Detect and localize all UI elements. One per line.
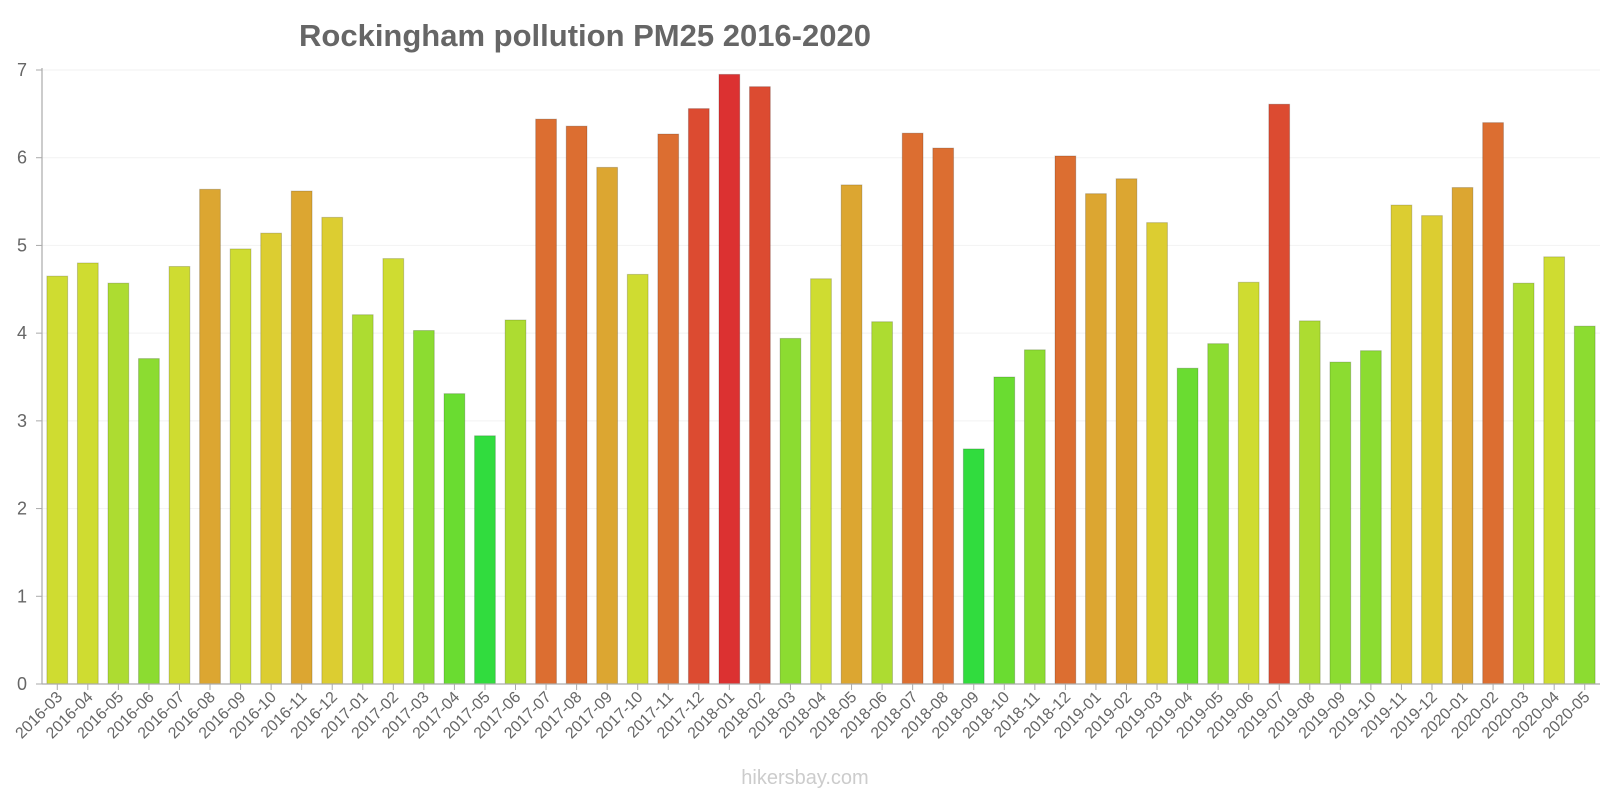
bar-2018-04[interactable] xyxy=(810,278,832,685)
y-tick-label: 6 xyxy=(17,148,27,168)
bar-2018-05[interactable] xyxy=(840,184,863,685)
bar-2018-12[interactable] xyxy=(1054,155,1077,685)
bar-2019-10[interactable] xyxy=(1359,350,1382,685)
bar-2017-11[interactable] xyxy=(657,133,680,685)
y-tick-label: 7 xyxy=(17,60,27,80)
y-axis-ticks: 0 1 2 3 4 5 6 7 xyxy=(17,60,42,694)
bar-2018-10[interactable] xyxy=(993,376,1016,685)
bar-2019-05[interactable] xyxy=(1207,343,1230,685)
bar-2016-09[interactable] xyxy=(229,248,252,685)
bar-2020-04[interactable] xyxy=(1543,256,1566,685)
bar-2018-08[interactable] xyxy=(932,147,955,685)
bar-2018-03[interactable] xyxy=(779,337,802,685)
bar-2019-03[interactable] xyxy=(1146,222,1168,685)
x-axis-ticks: 2016-032016-042016-052016-062016-072016-… xyxy=(13,684,1594,742)
y-tick-label: 2 xyxy=(17,499,27,519)
bar-2016-04[interactable] xyxy=(76,262,99,685)
bar-2019-11[interactable] xyxy=(1390,204,1413,685)
bars xyxy=(46,73,1596,685)
source-watermark: hikersbay.com xyxy=(741,767,868,789)
bar-2019-09[interactable] xyxy=(1329,361,1352,685)
bar-2018-11[interactable] xyxy=(1023,349,1046,685)
bar-2017-04[interactable] xyxy=(443,393,466,685)
bar-2019-12[interactable] xyxy=(1421,215,1443,685)
bar-2018-02[interactable] xyxy=(749,86,771,685)
bar-2016-10[interactable] xyxy=(260,232,283,685)
bar-2019-08[interactable] xyxy=(1298,320,1321,685)
bar-2019-02[interactable] xyxy=(1115,178,1138,685)
bar-2016-07[interactable] xyxy=(168,265,191,685)
bar-2016-05[interactable] xyxy=(107,282,130,685)
bar-2016-12[interactable] xyxy=(321,216,344,685)
bar-2017-09[interactable] xyxy=(596,166,619,685)
bar-2018-06[interactable] xyxy=(871,321,893,685)
bar-2019-07[interactable] xyxy=(1268,103,1291,685)
bar-2017-02[interactable] xyxy=(382,258,405,685)
bar-2019-01[interactable] xyxy=(1085,193,1107,685)
bar-2017-08[interactable] xyxy=(565,125,588,685)
bar-2019-04[interactable] xyxy=(1176,367,1199,685)
bar-2018-07[interactable] xyxy=(901,132,924,685)
y-tick-label: 4 xyxy=(17,323,27,343)
y-tick-label: 5 xyxy=(17,235,27,255)
bar-2016-11[interactable] xyxy=(290,190,313,685)
chart-title: Rockingham pollution PM25 2016-2020 xyxy=(299,18,871,53)
bar-2018-09[interactable] xyxy=(962,448,985,685)
bar-2016-08[interactable] xyxy=(199,188,221,685)
bar-2018-01[interactable] xyxy=(718,73,741,685)
bar-2019-06[interactable] xyxy=(1237,281,1260,685)
bar-2017-05[interactable] xyxy=(474,435,496,685)
y-tick-label: 0 xyxy=(17,674,27,694)
bar-2020-01[interactable] xyxy=(1451,187,1474,685)
bar-2020-05[interactable] xyxy=(1573,325,1596,685)
bar-2017-06[interactable] xyxy=(504,319,527,685)
bar-2017-03[interactable] xyxy=(412,330,435,685)
bar-2017-10[interactable] xyxy=(626,273,649,685)
bar-2017-01[interactable] xyxy=(351,314,374,685)
bar-2020-02[interactable] xyxy=(1482,122,1504,685)
bar-2017-07[interactable] xyxy=(535,118,557,685)
bar-2017-12[interactable] xyxy=(687,108,710,685)
bar-2020-03[interactable] xyxy=(1512,282,1535,685)
y-tick-label: 1 xyxy=(17,586,27,606)
y-tick-label: 3 xyxy=(17,411,27,431)
bar-2016-06[interactable] xyxy=(138,358,160,685)
bar-2016-03[interactable] xyxy=(46,275,69,685)
